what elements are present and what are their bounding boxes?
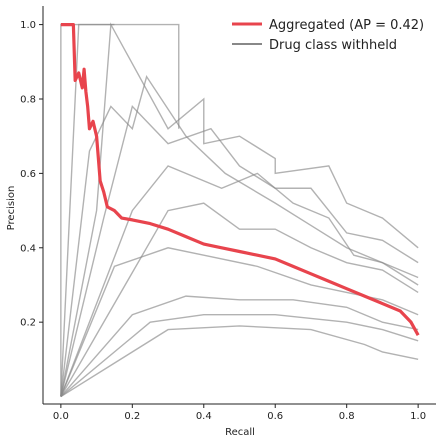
y-tick-label: 0.6: [20, 169, 36, 180]
withheld-curve-1: [60, 23, 180, 397]
y-axis-label: Precision: [6, 186, 17, 231]
y-tick-label: 0.2: [20, 318, 36, 329]
withheld-curve-10: [60, 74, 419, 397]
x-tick-label: 0.8: [339, 411, 355, 422]
legend-label-withheld: Drug class withheld: [269, 38, 397, 53]
x-axis-label: Recall: [225, 427, 255, 438]
withheld-curve-4: [60, 165, 419, 397]
withheld-curves: [60, 22, 419, 398]
withheld-curve-3: [60, 105, 419, 397]
aggregated-curve-layer: [60, 23, 420, 336]
withheld-curve-7: [60, 295, 419, 398]
y-ticks: 0.2 0.4 0.6 0.8 1.0: [20, 20, 43, 329]
x-ticks: 0.0 0.2 0.4 0.6 0.8 1.0: [53, 404, 426, 422]
x-tick-label: 0.6: [267, 411, 283, 422]
withheld-curve-9: [60, 325, 419, 398]
x-tick-label: 0.2: [124, 411, 140, 422]
legend: Aggregated (AP = 0.42) Drug class withhe…: [232, 18, 424, 53]
withheld-curve-2: [60, 22, 419, 397]
y-tick-label: 0.4: [20, 243, 36, 254]
withheld-curve-5: [60, 202, 419, 397]
y-tick-label: 1.0: [20, 20, 36, 31]
x-tick-label: 0.4: [196, 411, 212, 422]
x-tick-label: 1.0: [410, 411, 426, 422]
withheld-curve-6: [60, 247, 419, 397]
x-tick-label: 0.0: [53, 411, 69, 422]
legend-label-aggregated: Aggregated (AP = 0.42): [269, 18, 424, 33]
withheld-curve-8: [60, 314, 419, 398]
aggregated-curve: [60, 23, 420, 336]
y-tick-label: 0.8: [20, 94, 36, 105]
